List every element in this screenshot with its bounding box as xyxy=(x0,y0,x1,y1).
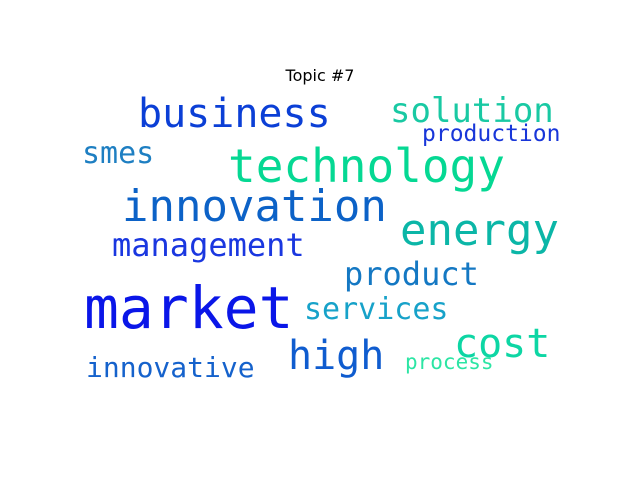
word-smes: smes xyxy=(82,136,155,171)
word-energy: energy xyxy=(400,205,559,256)
word-innovative: innovative xyxy=(86,351,255,384)
word-management: management xyxy=(112,226,305,264)
word-production: production xyxy=(422,121,561,147)
word-business: business xyxy=(138,91,331,137)
word-technology: technology xyxy=(228,139,505,193)
word-solution: solution xyxy=(390,91,554,131)
word-high: high xyxy=(288,333,385,379)
figure-title: Topic #7 xyxy=(285,66,355,85)
word-cost: cost xyxy=(454,321,551,367)
word-process: process xyxy=(405,350,494,374)
word-product: product xyxy=(344,255,479,293)
word-market: market xyxy=(84,274,294,342)
word-services: services xyxy=(304,292,449,327)
word-innovation: innovation xyxy=(122,181,387,232)
